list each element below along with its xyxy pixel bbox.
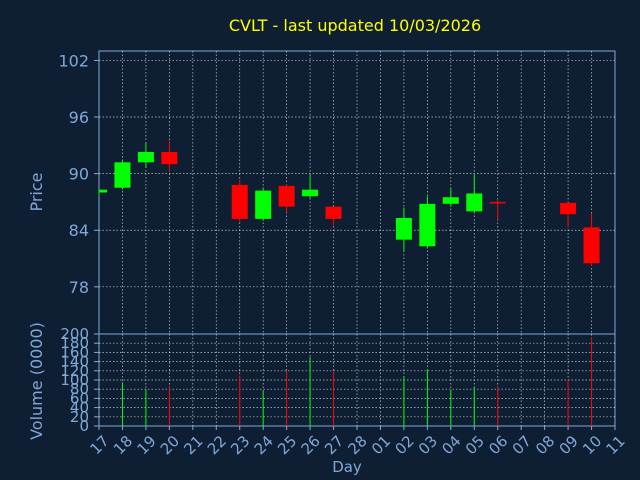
candle-body bbox=[137, 151, 154, 163]
volume-tick-label: 60 bbox=[70, 389, 89, 407]
volume-tick-label: 160 bbox=[60, 343, 89, 361]
volume-tick-label: 40 bbox=[70, 399, 89, 417]
volume-tick-label: 200 bbox=[60, 325, 89, 343]
candle-body bbox=[231, 184, 248, 219]
volume-tick-label: 0 bbox=[79, 417, 89, 435]
chart-title: CVLT - last updated 10/03/2026 bbox=[229, 16, 481, 35]
volume-tick-label: 120 bbox=[60, 362, 89, 380]
price-panel: 78 84 90 96 102 bbox=[58, 50, 616, 335]
candle-body bbox=[395, 217, 412, 240]
candle-body bbox=[466, 193, 483, 212]
volume-axis-label: Volume (0000) bbox=[27, 322, 46, 440]
price-tick-label: 84 bbox=[69, 221, 89, 240]
candle-body bbox=[255, 190, 272, 219]
price-tick-label: 96 bbox=[69, 108, 89, 127]
candle-body bbox=[583, 227, 600, 264]
candle-body bbox=[560, 202, 577, 215]
candle-body bbox=[302, 189, 319, 197]
candle-body bbox=[114, 162, 131, 188]
price-tick-label: 90 bbox=[69, 165, 89, 184]
volume-tick-label: 80 bbox=[70, 380, 89, 398]
price-tick-label: 78 bbox=[69, 278, 89, 297]
candle-body bbox=[442, 197, 459, 204]
candle-body bbox=[278, 185, 295, 207]
volume-tick-label: 180 bbox=[60, 334, 89, 352]
price-axis-label: Price bbox=[27, 172, 46, 211]
candle-body bbox=[161, 151, 178, 165]
candle-body bbox=[325, 206, 342, 219]
volume-tick-label: 100 bbox=[60, 371, 89, 389]
candle-body bbox=[489, 201, 506, 204]
volume-tick-label: 20 bbox=[70, 408, 89, 426]
price-tick-label: 102 bbox=[58, 51, 89, 70]
x-axis-label: Day bbox=[332, 458, 362, 476]
volume-tick-label: 140 bbox=[60, 353, 89, 371]
candle-body bbox=[99, 189, 107, 193]
candle-body bbox=[419, 203, 436, 247]
